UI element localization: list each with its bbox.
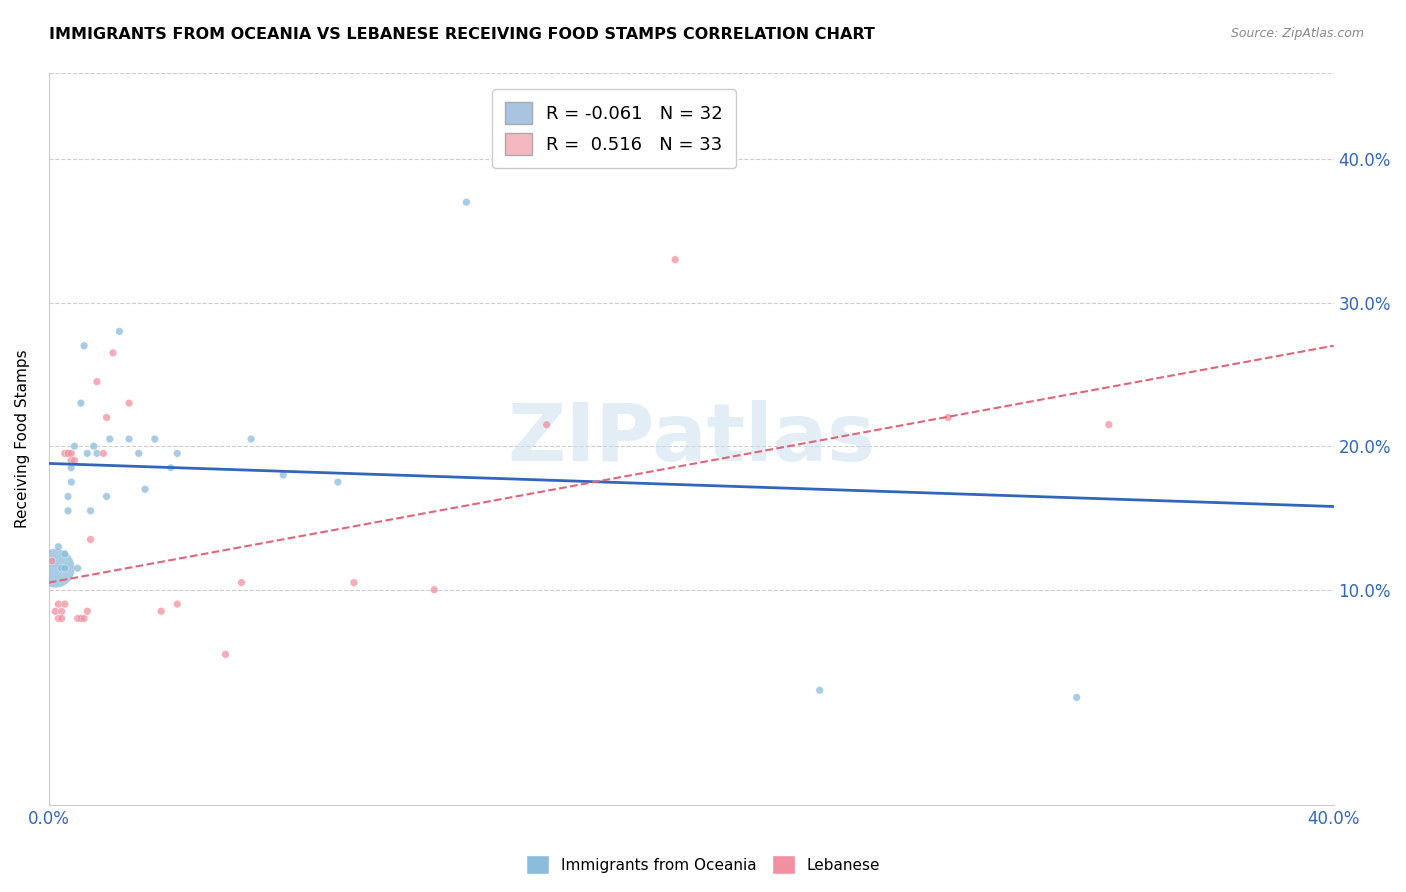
- Point: [53, 446, 76, 460]
- Point: [79, 533, 101, 547]
- Point: [53, 547, 76, 561]
- Point: [60, 475, 83, 489]
- Point: [66, 561, 89, 575]
- Point: [63, 439, 86, 453]
- Point: [118, 432, 141, 446]
- Point: [56, 490, 79, 504]
- Point: [143, 432, 166, 446]
- Point: [166, 446, 188, 460]
- Point: [56, 446, 79, 460]
- Point: [63, 453, 86, 467]
- Point: [48, 611, 70, 625]
- Point: [53, 597, 76, 611]
- Point: [51, 604, 73, 618]
- Point: [86, 446, 108, 460]
- Point: [60, 460, 83, 475]
- Text: ZIPatlas: ZIPatlas: [508, 400, 876, 478]
- Point: [96, 410, 118, 425]
- Point: [159, 460, 181, 475]
- Point: [134, 483, 156, 497]
- Point: [79, 504, 101, 518]
- Point: [51, 561, 73, 575]
- Point: [83, 439, 105, 453]
- Point: [423, 582, 446, 597]
- Point: [70, 611, 93, 625]
- Point: [86, 375, 108, 389]
- Point: [214, 648, 236, 662]
- Point: [41, 554, 63, 568]
- Point: [108, 324, 131, 338]
- Point: [536, 417, 558, 432]
- Text: Source: ZipAtlas.com: Source: ZipAtlas.com: [1230, 27, 1364, 40]
- Point: [76, 604, 98, 618]
- Point: [166, 597, 188, 611]
- Point: [56, 504, 79, 518]
- Point: [664, 252, 686, 267]
- Y-axis label: Receiving Food Stamps: Receiving Food Stamps: [15, 350, 30, 528]
- Point: [456, 195, 478, 210]
- Point: [118, 396, 141, 410]
- Point: [44, 604, 66, 618]
- Point: [60, 453, 83, 467]
- Point: [70, 396, 93, 410]
- Point: [271, 467, 294, 482]
- Legend: Immigrants from Oceania, Lebanese: Immigrants from Oceania, Lebanese: [520, 849, 886, 880]
- Point: [231, 575, 253, 590]
- Point: [343, 575, 366, 590]
- Point: [60, 446, 83, 460]
- Point: [73, 611, 96, 625]
- Point: [128, 446, 150, 460]
- Legend: R = -0.061   N = 32, R =  0.516   N = 33: R = -0.061 N = 32, R = 0.516 N = 33: [492, 89, 735, 168]
- Point: [1066, 690, 1088, 705]
- Point: [150, 604, 173, 618]
- Point: [326, 475, 349, 489]
- Point: [53, 561, 76, 575]
- Point: [96, 490, 118, 504]
- Point: [1098, 417, 1121, 432]
- Point: [48, 540, 70, 554]
- Point: [48, 597, 70, 611]
- Point: [98, 432, 121, 446]
- Point: [56, 446, 79, 460]
- Point: [73, 339, 96, 353]
- Point: [44, 561, 66, 575]
- Point: [76, 446, 98, 460]
- Point: [93, 446, 115, 460]
- Text: IMMIGRANTS FROM OCEANIA VS LEBANESE RECEIVING FOOD STAMPS CORRELATION CHART: IMMIGRANTS FROM OCEANIA VS LEBANESE RECE…: [49, 27, 875, 42]
- Point: [66, 611, 89, 625]
- Point: [808, 683, 831, 698]
- Point: [51, 611, 73, 625]
- Point: [101, 346, 124, 360]
- Point: [240, 432, 263, 446]
- Point: [936, 410, 959, 425]
